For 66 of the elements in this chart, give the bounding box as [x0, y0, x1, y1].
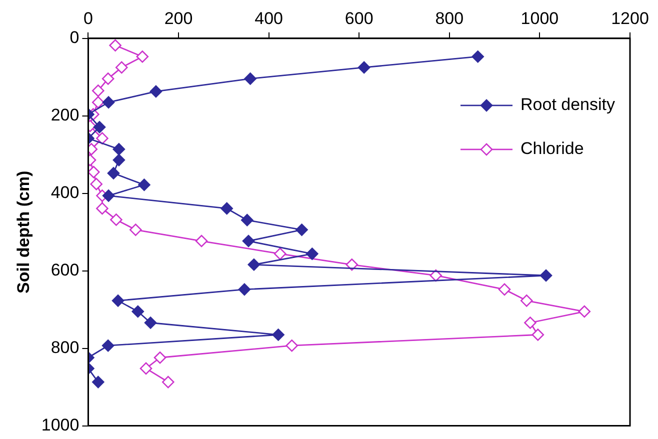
- point: [162, 376, 174, 388]
- point: [240, 214, 254, 226]
- point: [112, 154, 126, 166]
- point: [96, 132, 108, 144]
- y-axis-title: Soil depth (cm): [14, 170, 33, 294]
- y-tick-label: 600: [50, 260, 80, 280]
- point: [109, 39, 122, 52]
- point: [102, 72, 114, 85]
- point: [150, 85, 162, 98]
- point: [92, 84, 104, 97]
- point: [430, 269, 442, 282]
- point: [520, 294, 533, 307]
- point: [92, 376, 104, 388]
- x-tick-label: 1000: [520, 8, 559, 28]
- point: [286, 339, 298, 352]
- point: [296, 224, 308, 236]
- point: [102, 96, 115, 108]
- y-tick-label: 800: [50, 338, 80, 358]
- point: [102, 190, 115, 202]
- x-tick-label: 1200: [611, 8, 649, 28]
- point: [88, 166, 100, 178]
- point: [498, 283, 511, 296]
- point: [129, 224, 142, 236]
- x-tick-label: 200: [164, 8, 193, 28]
- point: [154, 351, 166, 364]
- point: [138, 178, 150, 191]
- point: [540, 269, 552, 282]
- point: [96, 202, 108, 215]
- point: [532, 328, 544, 341]
- point: [140, 362, 152, 375]
- point: [238, 283, 251, 296]
- y-tick-label: 200: [50, 106, 80, 125]
- point: [524, 316, 536, 329]
- point: [107, 167, 120, 180]
- point: [195, 234, 208, 248]
- x-tick-label: 600: [344, 8, 374, 28]
- point: [93, 120, 106, 134]
- point: [242, 234, 255, 248]
- point: [244, 72, 256, 85]
- point: [92, 96, 104, 108]
- point: [220, 202, 233, 215]
- point: [90, 178, 102, 190]
- point: [136, 50, 149, 63]
- point: [274, 248, 286, 260]
- x-tick-label: 400: [254, 8, 283, 28]
- point: [144, 316, 157, 329]
- point: [112, 143, 126, 156]
- legend-label: Chloride: [520, 139, 584, 158]
- point: [248, 258, 260, 271]
- y-tick-label: 400: [50, 183, 80, 202]
- point: [115, 61, 128, 74]
- point: [102, 339, 114, 352]
- x-tick-label: 800: [435, 8, 464, 28]
- legend-label: Root density: [520, 95, 616, 114]
- point: [272, 328, 284, 341]
- point: [110, 214, 122, 226]
- x-tick-label: 0: [83, 8, 93, 28]
- point: [358, 61, 370, 74]
- point: [472, 50, 484, 63]
- y-tick-label: 0: [70, 28, 80, 48]
- point: [132, 305, 144, 318]
- y-tick-label: 1000: [41, 415, 80, 434]
- point: [306, 248, 318, 260]
- point: [578, 305, 591, 318]
- point: [346, 258, 358, 271]
- point: [112, 294, 124, 307]
